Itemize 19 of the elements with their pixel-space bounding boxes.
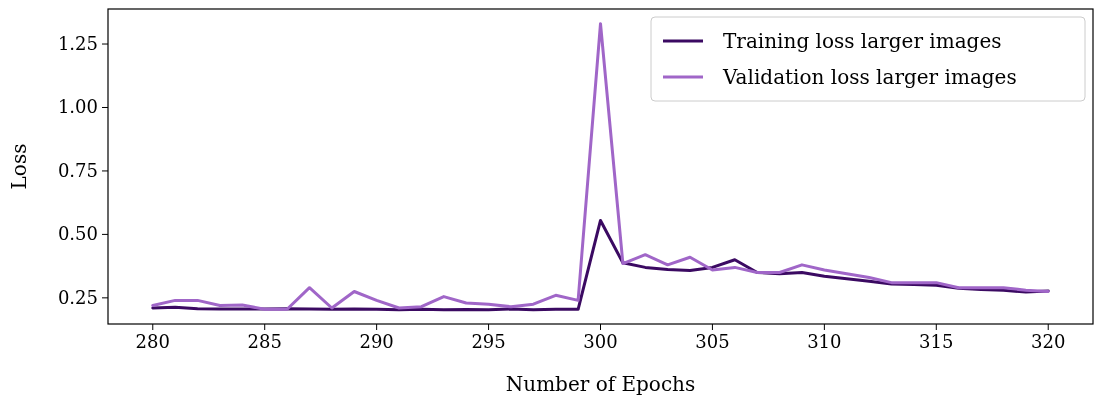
y-tick-label: 0.50: [57, 223, 98, 245]
y-tick-label: 0.25: [57, 286, 98, 308]
x-tick-label: 305: [695, 331, 730, 352]
line-series: [151, 22, 1050, 311]
y-tick-label: 0.75: [57, 159, 98, 181]
x-tick-label: 280: [135, 331, 170, 352]
legend-label: Training loss larger images: [723, 29, 1002, 53]
x-axis-title: Number of Epochs: [505, 372, 696, 396]
x-tick-label: 285: [247, 331, 282, 352]
x-tick-label: 295: [471, 331, 506, 352]
x-tick-label: 315: [919, 331, 954, 352]
x-tick-label: 290: [359, 331, 394, 352]
y-tick-label: 1.00: [57, 96, 98, 118]
x-tick-label: 300: [583, 331, 618, 352]
y-tick-label: 1.25: [57, 33, 98, 55]
legend-label: Validation loss larger images: [722, 65, 1017, 89]
y-axis-title: Loss: [7, 143, 31, 190]
x-tick-label: 310: [807, 331, 842, 352]
x-tick-label: 320: [1031, 331, 1066, 352]
